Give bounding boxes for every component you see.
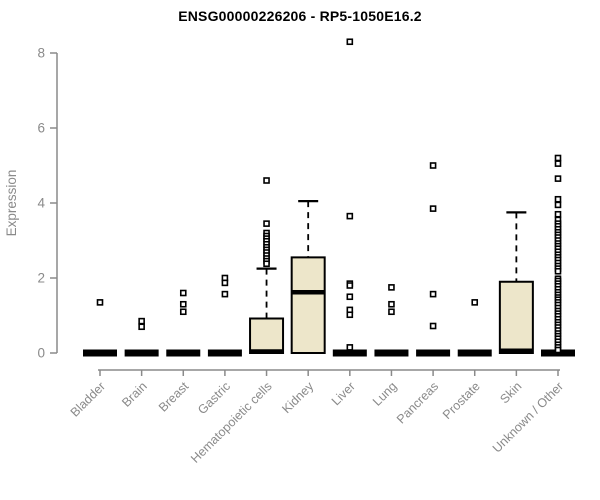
outlier-point xyxy=(138,323,145,331)
outliers-hematopoietic-cells xyxy=(263,177,270,268)
box-unknown-other xyxy=(541,154,575,357)
box-rect xyxy=(290,256,326,354)
outliers-gastric xyxy=(221,274,229,298)
y-axis-label: Expression xyxy=(4,170,19,237)
outlier-point xyxy=(471,299,479,306)
category-label-skin: Skin xyxy=(497,379,524,406)
box-prostate xyxy=(457,299,492,357)
box-rect xyxy=(498,280,534,354)
outlier-point xyxy=(179,289,187,297)
outlier-point xyxy=(554,154,562,162)
outlier-point xyxy=(388,308,395,316)
outliers-liver xyxy=(346,38,354,351)
category-label-brain: Brain xyxy=(119,379,150,410)
box-bar-flat xyxy=(124,349,159,357)
box-bar-flat xyxy=(457,349,492,357)
outliers-brain xyxy=(138,317,145,331)
box-bar-flat xyxy=(166,349,201,357)
outlier-point xyxy=(179,300,187,308)
y-tick-label: 8 xyxy=(37,46,45,61)
category-label-kidney: Kidney xyxy=(279,379,316,416)
box-bar-flat xyxy=(374,349,409,357)
outlier-point xyxy=(346,344,354,351)
box-bar-flat xyxy=(332,349,367,357)
category-label-prostate: Prostate xyxy=(440,379,483,422)
category-label-gastric: Gastric xyxy=(195,379,233,417)
y-tick-label: 0 xyxy=(37,346,45,361)
outlier-point xyxy=(388,284,395,291)
outlier-point xyxy=(263,260,270,268)
outlier-point xyxy=(263,220,270,227)
outlier-point xyxy=(346,212,354,220)
outliers-pancreas xyxy=(429,162,437,330)
category-label-breast: Breast xyxy=(156,379,192,415)
outlier-point xyxy=(554,175,562,182)
category-label-bladder: Bladder xyxy=(68,379,108,419)
box-bar-flat xyxy=(207,349,242,357)
box-rect xyxy=(249,317,285,354)
category-label-unknown-other: Unknown / Other xyxy=(490,379,566,455)
y-tick-label: 4 xyxy=(37,196,45,211)
y-tick-label: 2 xyxy=(37,271,45,286)
outlier-point xyxy=(388,300,395,308)
outlier-point xyxy=(346,282,354,289)
outlier-point xyxy=(554,346,562,354)
outliers-bladder xyxy=(96,299,104,306)
box-brain xyxy=(124,317,159,357)
outlier-point xyxy=(429,290,437,298)
box-hematopoietic-cells xyxy=(249,177,285,354)
outlier-point xyxy=(554,195,562,203)
outlier-point xyxy=(179,308,187,316)
y-axis: 0 2 4 6 8 Expression xyxy=(4,46,58,361)
outlier-point xyxy=(554,210,562,218)
box-bar-flat xyxy=(416,349,451,357)
outlier-point xyxy=(346,38,354,46)
y-tick-label: 6 xyxy=(37,121,45,136)
box-pancreas xyxy=(416,162,451,357)
outliers-breast xyxy=(179,289,187,316)
outliers-unknown-other xyxy=(554,154,562,354)
chart-title: ENSG00000226206 - RP5-1050E16.2 xyxy=(178,8,422,24)
box-kidney xyxy=(290,200,326,354)
outlier-point xyxy=(221,279,229,287)
outlier-point xyxy=(429,162,437,169)
box-bladder xyxy=(83,299,117,357)
box-gastric xyxy=(207,274,242,357)
box-bar-flat xyxy=(83,349,117,357)
outlier-point xyxy=(554,160,562,167)
outlier-point xyxy=(221,290,229,298)
outlier-point xyxy=(429,205,437,212)
box-breast xyxy=(166,289,201,357)
category-label-lung: Lung xyxy=(370,379,400,409)
outlier-point xyxy=(96,299,104,306)
category-label-pancreas: Pancreas xyxy=(394,379,441,426)
outlier-point xyxy=(346,311,354,319)
outliers-prostate xyxy=(471,299,479,306)
box-lung xyxy=(374,284,409,357)
outlier-point xyxy=(263,177,270,184)
outlier-point xyxy=(138,317,145,325)
box-liver xyxy=(332,38,367,357)
box-skin xyxy=(498,211,534,354)
category-label-liver: Liver xyxy=(329,379,358,408)
outlier-point xyxy=(554,201,562,209)
outliers-lung xyxy=(388,284,395,316)
outlier-point xyxy=(429,322,437,330)
outlier-point xyxy=(554,267,562,275)
category-label-hematopoietic-cells: Hematopoietic cells xyxy=(188,379,275,466)
outlier-point xyxy=(346,293,354,301)
